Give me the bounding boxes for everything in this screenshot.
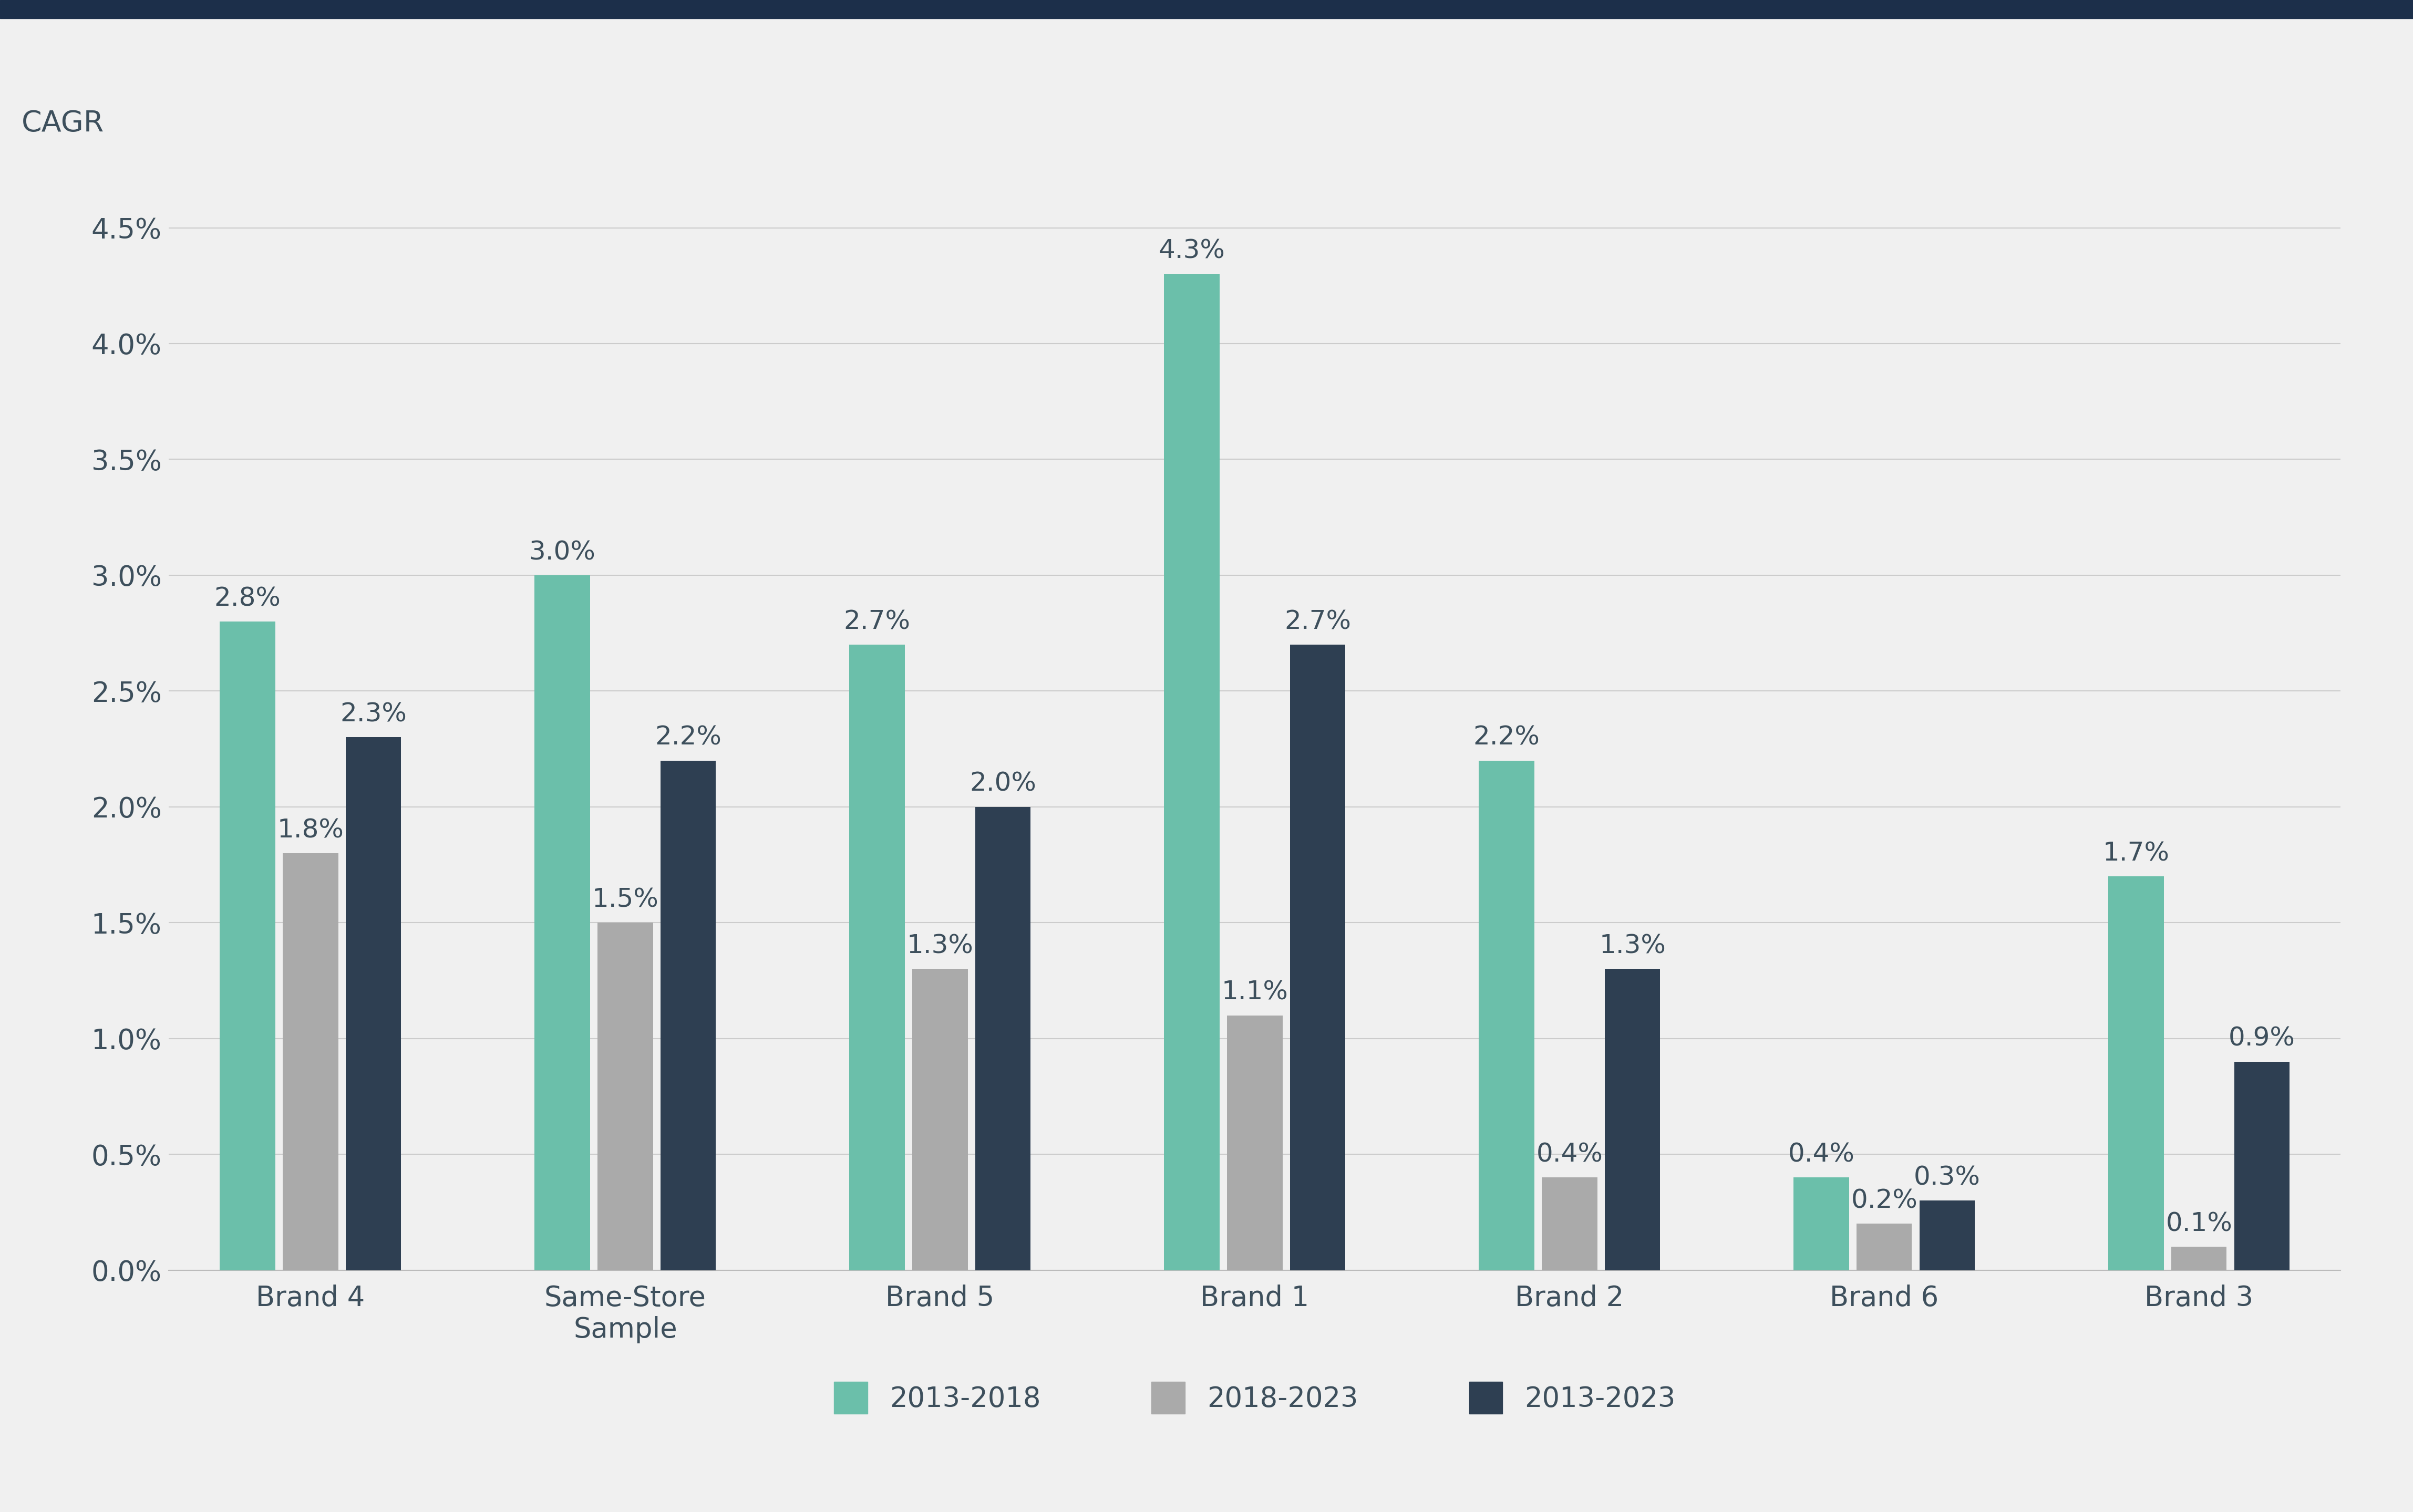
Text: 1.7%: 1.7% — [2102, 841, 2169, 866]
Bar — [2234, 1061, 2290, 1270]
Text: 0.4%: 0.4% — [1788, 1142, 1856, 1167]
Legend: 2013-2018, 2018-2023, 2013-2023: 2013-2018, 2018-2023, 2013-2023 — [823, 1371, 1687, 1424]
Text: 0.1%: 0.1% — [2164, 1211, 2232, 1237]
Bar — [912, 969, 968, 1270]
Bar — [1291, 644, 1346, 1270]
Bar — [1163, 274, 1219, 1270]
Bar — [849, 644, 905, 1270]
Text: 2.3%: 2.3% — [340, 702, 408, 727]
Bar — [1542, 1178, 1597, 1270]
Bar — [1918, 1201, 1974, 1270]
Bar — [1856, 1223, 1911, 1270]
Text: 1.5%: 1.5% — [591, 888, 659, 912]
Bar — [1793, 1178, 1848, 1270]
Bar — [598, 922, 654, 1270]
Text: 0.9%: 0.9% — [2230, 1027, 2295, 1051]
Text: 0.2%: 0.2% — [1851, 1188, 1918, 1213]
Text: CAGR: CAGR — [22, 109, 104, 138]
Text: 2.2%: 2.2% — [1474, 724, 1539, 750]
Bar — [220, 621, 275, 1270]
Bar — [2172, 1247, 2227, 1270]
Bar — [1605, 969, 1660, 1270]
Bar — [2109, 877, 2164, 1270]
Text: 2.7%: 2.7% — [1284, 609, 1351, 634]
Text: 3.0%: 3.0% — [528, 540, 596, 565]
Bar — [345, 738, 401, 1270]
Bar — [975, 807, 1030, 1270]
Text: 1.1%: 1.1% — [1221, 980, 1289, 1005]
Text: 2.2%: 2.2% — [654, 724, 721, 750]
Text: 2.7%: 2.7% — [845, 609, 910, 634]
Text: 4.3%: 4.3% — [1158, 239, 1226, 263]
Bar — [282, 853, 338, 1270]
Text: 0.4%: 0.4% — [1537, 1142, 1602, 1167]
Bar — [1228, 1015, 1281, 1270]
Text: 1.3%: 1.3% — [1600, 933, 1665, 959]
Bar — [661, 761, 717, 1270]
Text: 2.8%: 2.8% — [215, 585, 280, 611]
Text: 0.3%: 0.3% — [1914, 1164, 1981, 1190]
Text: 1.8%: 1.8% — [277, 818, 345, 842]
Bar — [536, 575, 591, 1270]
Text: 2.0%: 2.0% — [970, 771, 1035, 797]
Bar — [1479, 761, 1535, 1270]
Text: 1.3%: 1.3% — [907, 933, 972, 959]
